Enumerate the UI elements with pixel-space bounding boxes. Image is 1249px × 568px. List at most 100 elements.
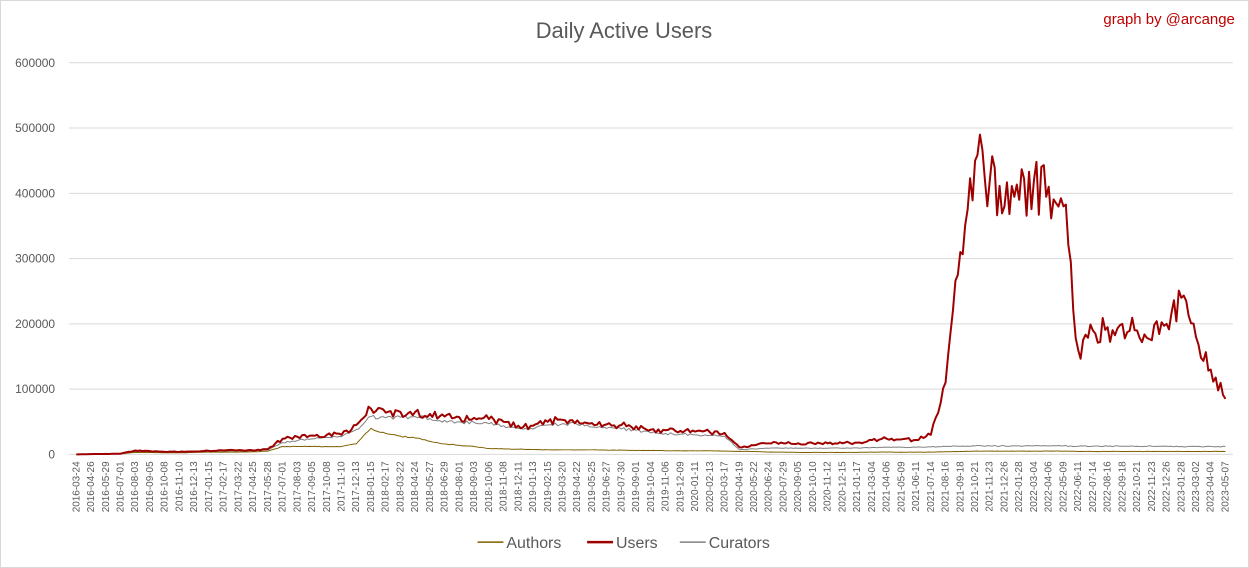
x-tick-label: 2016-08-03 — [130, 461, 141, 512]
x-tick-label: 2017-08-03 — [292, 461, 303, 512]
y-tick-label: 200000 — [15, 317, 55, 331]
x-tick-label: 2018-08-01 — [454, 461, 465, 512]
gridlines — [68, 62, 1233, 455]
x-tick-label: 2022-11-23 — [1147, 461, 1158, 512]
x-tick-label: 2018-10-06 — [484, 461, 495, 512]
x-tick-label: 2016-09-05 — [145, 461, 156, 512]
x-tick-label: 2023-01-28 — [1176, 461, 1187, 512]
x-tick-label: 2016-03-24 — [71, 461, 82, 512]
x-tick-label: 2019-02-15 — [543, 461, 554, 512]
x-axis-ticks: 2016-03-24 2016-04-26 2016-05-29 2016-07-01… — [71, 461, 1231, 512]
chart-title: Daily Active Users — [536, 18, 713, 43]
legend-label-authors: Authors — [506, 535, 561, 552]
x-tick-label: 2022-10-21 — [1132, 461, 1143, 512]
x-tick-label: 2022-05-09 — [1058, 461, 1069, 512]
y-tick-label: 0 — [48, 447, 55, 461]
x-tick-label: 2021-03-04 — [867, 461, 878, 512]
series-line-authors — [76, 427, 1226, 455]
x-tick-label: 2019-03-20 — [557, 461, 568, 512]
y-tick-label: 500000 — [15, 121, 55, 135]
x-tick-label: 2023-04-04 — [1206, 461, 1217, 512]
x-tick-label: 2020-05-22 — [749, 461, 760, 512]
y-tick-label: 600000 — [15, 56, 55, 70]
x-tick-label: 2022-12-26 — [1162, 461, 1173, 512]
x-tick-label: 2020-09-05 — [793, 461, 804, 512]
x-tick-label: 2017-04-25 — [248, 461, 259, 512]
x-tick-label: 2016-10-08 — [160, 461, 171, 512]
legend-label-users: Users — [616, 535, 658, 552]
x-tick-label: 2017-12-13 — [351, 461, 362, 512]
x-tick-label: 2022-04-06 — [1044, 461, 1055, 512]
x-tick-label: 2016-07-01 — [116, 461, 127, 512]
series-line-users — [76, 133, 1227, 456]
series-lines — [76, 133, 1227, 456]
x-tick-label: 2022-01-28 — [1014, 461, 1025, 512]
x-tick-label: 2020-12-15 — [837, 461, 848, 512]
x-tick-label: 2020-01-11 — [690, 461, 701, 512]
series-line-curators — [76, 414, 1226, 455]
x-tick-label: 2021-10-21 — [970, 461, 981, 512]
x-tick-label: 2016-05-29 — [101, 461, 112, 512]
x-tick-label: 2021-04-06 — [882, 461, 893, 512]
y-tick-label: 300000 — [15, 252, 55, 266]
x-tick-label: 2017-01-15 — [204, 461, 215, 512]
x-tick-label: 2019-01-13 — [528, 461, 539, 512]
y-tick-label: 100000 — [15, 382, 55, 396]
x-tick-label: 2022-09-18 — [1117, 461, 1128, 512]
x-tick-label: 2023-05-07 — [1220, 461, 1231, 512]
x-tick-label: 2016-04-26 — [86, 461, 97, 512]
x-tick-label: 2019-09-01 — [631, 461, 642, 512]
x-tick-label: 2021-05-09 — [896, 461, 907, 512]
x-tick-label: 2017-10-08 — [322, 461, 333, 512]
x-tick-label: 2018-12-11 — [513, 461, 524, 512]
y-tick-label: 400000 — [15, 186, 55, 200]
x-tick-label: 2018-09-03 — [469, 461, 480, 512]
x-tick-label: 2017-09-05 — [307, 461, 318, 512]
x-tick-label: 2020-06-24 — [764, 461, 775, 512]
x-tick-label: 2018-06-29 — [440, 461, 451, 512]
x-tick-label: 2020-10-10 — [808, 461, 819, 512]
x-tick-label: 2018-02-17 — [381, 461, 392, 512]
x-tick-label: 2019-05-25 — [587, 461, 598, 512]
x-tick-label: 2018-04-24 — [410, 461, 421, 512]
x-tick-label: 2018-05-27 — [425, 461, 436, 512]
x-tick-label: 2019-04-22 — [572, 461, 583, 512]
x-tick-label: 2019-06-27 — [602, 461, 613, 512]
legend: Authors Users Curators — [477, 535, 770, 552]
x-tick-label: 2021-01-17 — [852, 461, 863, 512]
x-tick-label: 2023-03-02 — [1191, 461, 1202, 512]
x-tick-label: 2020-04-19 — [734, 461, 745, 512]
x-tick-label: 2020-11-12 — [823, 461, 834, 512]
x-tick-label: 2017-02-17 — [219, 461, 230, 512]
x-tick-label: 2018-01-15 — [366, 461, 377, 512]
x-tick-label: 2020-02-13 — [705, 461, 716, 512]
x-tick-label: 2022-03-04 — [1029, 461, 1040, 512]
chart-credit: graph by @arcange — [1103, 11, 1234, 28]
x-tick-label: 2018-11-08 — [499, 461, 510, 512]
x-tick-label: 2021-08-16 — [941, 461, 952, 512]
x-tick-label: 2019-12-09 — [675, 461, 686, 512]
x-tick-label: 2020-07-29 — [778, 461, 789, 512]
x-tick-label: 2020-03-17 — [720, 461, 731, 512]
x-tick-label: 2018-03-22 — [395, 461, 406, 512]
x-tick-label: 2017-07-01 — [278, 461, 289, 512]
y-axis-ticks: 0 100000 200000 300000 400000 500000 600000 — [15, 56, 55, 462]
x-tick-label: 2017-05-28 — [263, 461, 274, 512]
x-tick-label: 2022-06-11 — [1073, 461, 1084, 512]
x-tick-label: 2019-10-04 — [646, 461, 657, 512]
legend-label-curators: Curators — [709, 535, 770, 552]
x-tick-label: 2016-11-10 — [174, 461, 185, 512]
x-tick-label: 2019-07-30 — [616, 461, 627, 512]
x-tick-label: 2022-07-14 — [1088, 461, 1099, 512]
x-tick-label: 2019-11-06 — [661, 461, 672, 512]
x-tick-label: 2017-03-22 — [233, 461, 244, 512]
x-tick-label: 2021-09-18 — [955, 461, 966, 512]
x-tick-label: 2021-12-26 — [999, 461, 1010, 512]
x-tick-label: 2016-12-13 — [189, 461, 200, 512]
x-tick-label: 2021-07-14 — [926, 461, 937, 512]
x-tick-label: 2017-11-10 — [337, 461, 348, 512]
x-tick-label: 2022-08-16 — [1103, 461, 1114, 512]
x-tick-label: 2021-11-23 — [985, 461, 996, 512]
x-tick-label: 2021-06-11 — [911, 461, 922, 512]
